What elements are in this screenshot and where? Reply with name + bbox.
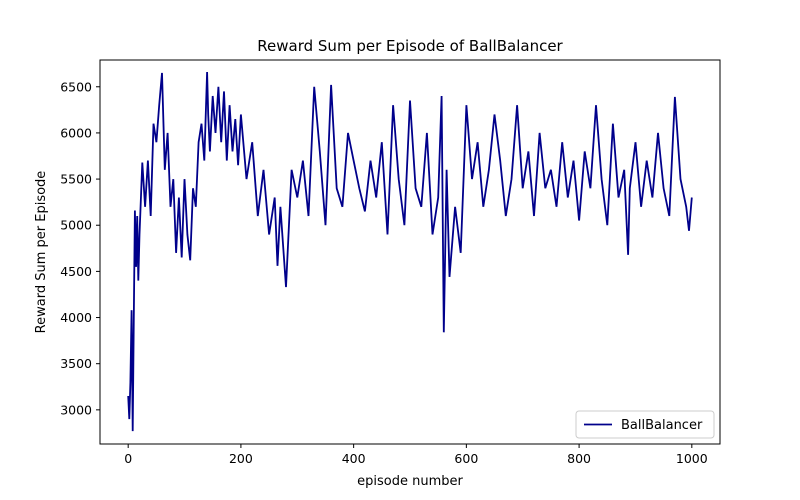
axes-frame xyxy=(99,59,721,445)
y-tick-label: 4000 xyxy=(60,310,92,325)
legend-box xyxy=(575,410,715,439)
plot-area xyxy=(99,59,721,445)
y-tick-label: 6500 xyxy=(60,79,92,94)
y-tick-label: 6000 xyxy=(60,125,92,140)
chart-title: Reward Sum per Episode of BallBalancer xyxy=(257,37,563,55)
y-tick-label: 3000 xyxy=(60,402,92,417)
legend: BallBalancer xyxy=(575,410,715,439)
y-tick-label: 5500 xyxy=(60,172,92,187)
y-tick-label: 3500 xyxy=(60,356,92,371)
x-tick-label: 600 xyxy=(454,451,478,466)
x-axis-label: episode number xyxy=(357,474,463,489)
x-tick-label: 800 xyxy=(567,451,591,466)
x-tick-label: 400 xyxy=(342,451,366,466)
y-tick-label: 4500 xyxy=(60,264,92,279)
x-tick-label: 0 xyxy=(124,451,132,466)
y-axis-label: Reward Sum per Episode xyxy=(34,171,49,334)
x-axis: 0 200 400 600 800 1000 xyxy=(124,444,708,466)
x-tick-label: 200 xyxy=(229,451,253,466)
x-tick-label: 1000 xyxy=(676,451,708,466)
legend-label-ballbalancer: BallBalancer xyxy=(621,418,703,433)
y-axis: 3000 3500 4000 4500 5000 5500 6000 6500 xyxy=(60,79,100,417)
series-line-ballbalancer xyxy=(127,71,693,432)
y-tick-label: 5000 xyxy=(60,218,92,233)
